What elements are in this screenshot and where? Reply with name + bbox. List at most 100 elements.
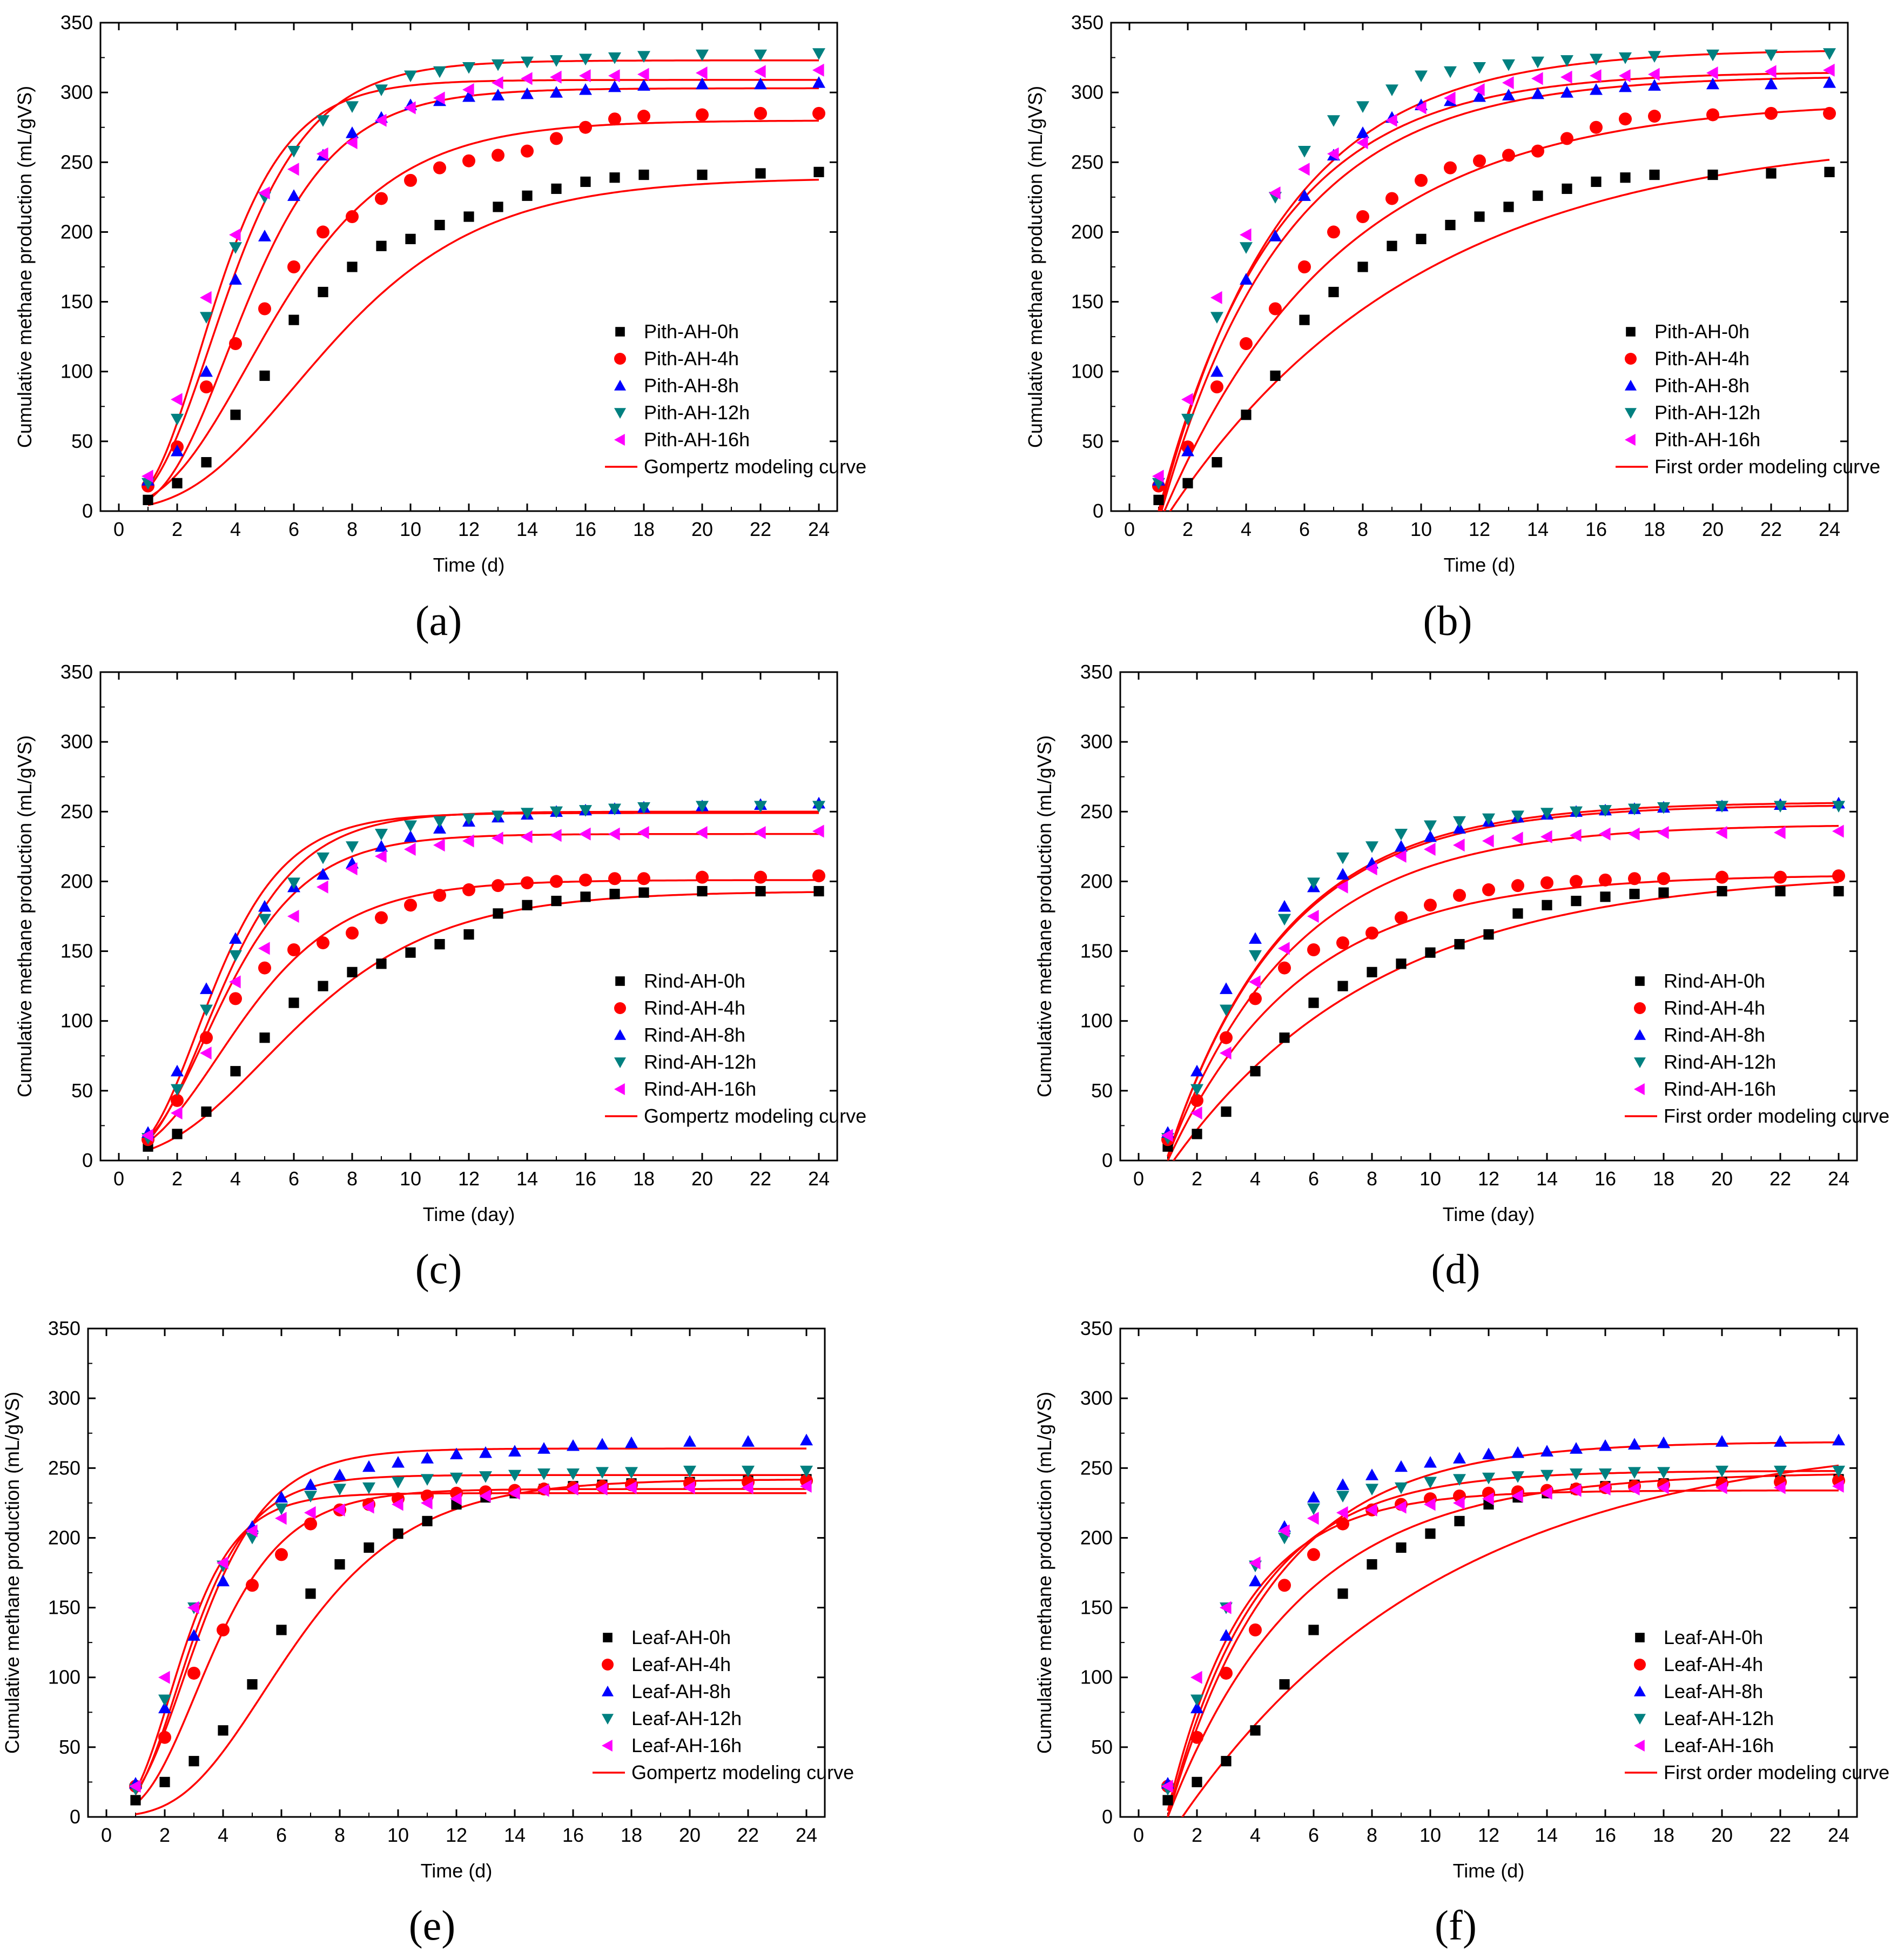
data-point [171, 1064, 184, 1077]
data-point [1181, 413, 1194, 426]
y-tick-label: 0 [82, 1149, 93, 1171]
data-point [1628, 872, 1641, 886]
data-point [609, 172, 620, 183]
data-point [1648, 79, 1661, 91]
data-point [304, 1506, 316, 1519]
data-point [1453, 839, 1465, 852]
y-tick-label: 150 [48, 1597, 80, 1619]
data-point [187, 1601, 199, 1614]
model-curve-12h [1167, 1470, 1839, 1817]
data-point [230, 1066, 241, 1077]
data-point [1308, 1625, 1319, 1635]
legend-model-label: First order modeling curve [1654, 455, 1880, 478]
legend-marker-4h [602, 1659, 614, 1671]
data-point [229, 932, 242, 944]
data-point [375, 840, 388, 852]
data-point [1161, 1780, 1173, 1793]
series-0h [143, 166, 824, 505]
data-point [1765, 49, 1778, 62]
data-point [1765, 77, 1778, 90]
data-point [1249, 1574, 1262, 1587]
data-point [346, 136, 358, 150]
data-point [1416, 233, 1427, 244]
x-tick-label: 12 [1469, 518, 1490, 540]
data-point [1190, 1084, 1203, 1096]
legend-label: Pith-AH-16h [1654, 428, 1760, 451]
data-point [433, 161, 446, 175]
data-point [1220, 1047, 1232, 1060]
y-tick-label: 250 [1080, 800, 1113, 822]
data-point [200, 1031, 213, 1044]
y-tick-label: 300 [60, 81, 93, 103]
data-point [1706, 77, 1719, 90]
data-point [346, 841, 359, 853]
model-curve-12h [147, 812, 819, 1138]
data-point [288, 314, 299, 325]
x-tick-label: 6 [288, 1168, 299, 1190]
data-point [755, 168, 766, 179]
data-point [189, 1756, 199, 1767]
x-tick-label: 6 [1308, 1824, 1319, 1846]
data-point [159, 1776, 170, 1788]
data-point [1249, 1623, 1262, 1636]
legend-label: Leaf-AH-16h [631, 1734, 742, 1756]
data-point [1483, 929, 1494, 940]
data-point [567, 1468, 580, 1480]
data-point [1181, 393, 1193, 406]
data-point [1766, 168, 1777, 179]
series-16h [1161, 1479, 1844, 1793]
data-point [550, 875, 563, 888]
data-point [362, 1460, 375, 1472]
data-point [608, 872, 621, 886]
y-tick-label: 0 [1093, 500, 1104, 522]
data-point [1706, 66, 1718, 79]
data-point [1365, 1484, 1378, 1496]
x-tick-label: 16 [1594, 1168, 1616, 1190]
data-point [1220, 1004, 1233, 1017]
data-point [376, 240, 387, 251]
data-point [171, 1106, 183, 1120]
y-tick-label: 50 [71, 1079, 93, 1102]
x-tick-label: 16 [575, 1168, 596, 1190]
data-point [1220, 1629, 1233, 1641]
series-4h [1152, 106, 1836, 493]
data-point [247, 1679, 258, 1690]
data-point [493, 908, 503, 919]
data-point [1190, 1701, 1203, 1714]
data-point [521, 144, 534, 158]
data-point [258, 942, 270, 955]
data-point [812, 48, 825, 60]
legend-model-label: Gompertz modeling curve [631, 1761, 854, 1783]
data-point [696, 49, 709, 62]
panel-label: (a) [415, 597, 462, 644]
legend-label: Pith-AH-8h [644, 374, 739, 397]
data-point [258, 914, 271, 926]
data-point [1453, 1496, 1465, 1510]
data-point [287, 943, 300, 956]
data-point [608, 69, 620, 83]
x-tick-label: 2 [159, 1824, 170, 1846]
legend-marker-8h [1634, 1029, 1646, 1040]
data-point [1560, 55, 1573, 67]
x-tick-label: 4 [230, 1168, 241, 1190]
data-point [1270, 370, 1281, 381]
data-point [201, 457, 212, 468]
x-tick-label: 6 [276, 1824, 287, 1846]
data-point [346, 210, 359, 224]
legend-label: Rind-AH-8h [644, 1024, 745, 1046]
legend-marker-4h [614, 353, 626, 365]
x-tick-label: 4 [1250, 1824, 1261, 1846]
data-point [580, 176, 591, 187]
data-point [596, 1438, 609, 1450]
x-tick-label: 14 [1536, 1168, 1558, 1190]
legend-marker-8h [614, 1029, 626, 1040]
data-point [1395, 1500, 1407, 1514]
x-tick-label: 0 [113, 518, 124, 540]
y-tick-label: 350 [60, 11, 93, 33]
data-point [1570, 875, 1583, 888]
data-point [1511, 1489, 1523, 1502]
x-tick-label: 24 [796, 1824, 817, 1846]
legend: Rind-AH-0h Rind-AH-4h Rind-AH-8h Rind-AH-12… [1625, 970, 1889, 1127]
data-point [608, 80, 621, 92]
data-point [1249, 932, 1262, 944]
